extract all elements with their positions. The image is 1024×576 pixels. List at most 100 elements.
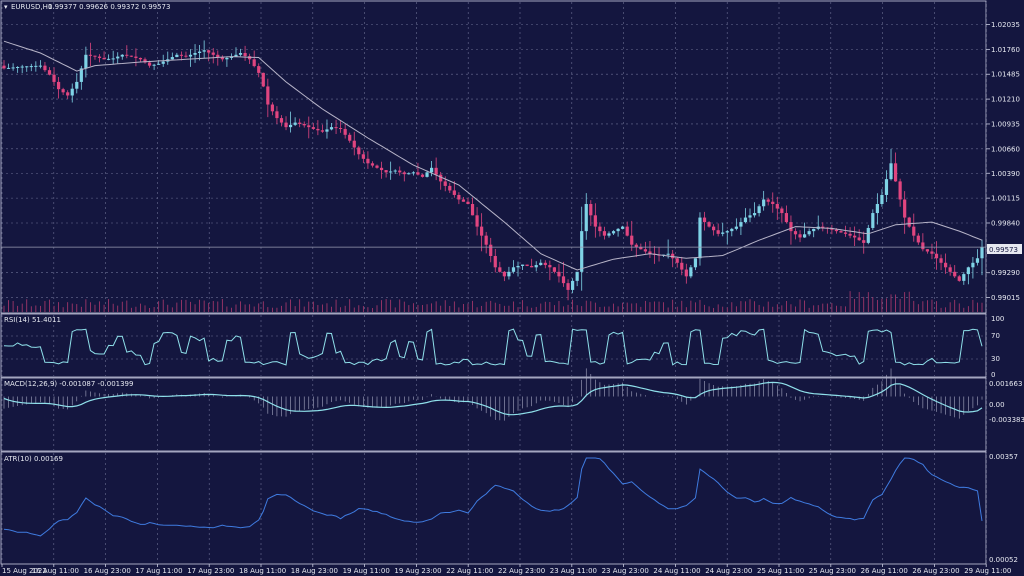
candle-body <box>34 65 38 67</box>
candle-body <box>871 213 875 228</box>
macd-tick-min: -0.003383 <box>989 416 1024 424</box>
candle-body <box>480 226 484 236</box>
candle-body <box>953 271 957 277</box>
candle-body <box>630 235 634 245</box>
candle-body <box>25 66 29 68</box>
macd-signal-line <box>3 381 983 416</box>
candle-body <box>302 123 306 126</box>
candle-body <box>775 204 779 209</box>
candle-body <box>339 128 343 130</box>
candle-body <box>329 127 334 130</box>
time-tick-label: 18 Aug 23:00 <box>291 567 338 575</box>
candle-body <box>420 174 425 177</box>
candle-body <box>70 88 74 96</box>
candle-body <box>843 232 848 234</box>
candle-body <box>434 167 438 175</box>
candle-body <box>261 72 265 87</box>
time-tick-label: 22 Aug 23:00 <box>498 567 545 575</box>
candle-body <box>866 227 870 243</box>
candle-body <box>75 81 79 89</box>
candle-body <box>884 179 889 195</box>
candle-body <box>980 247 984 259</box>
candle-body <box>416 172 420 175</box>
candle-body <box>475 215 479 227</box>
candle-body <box>966 267 970 275</box>
candle-body <box>939 258 943 263</box>
candle-body <box>944 262 948 268</box>
price-tick-label: 1.00390 <box>991 170 1020 178</box>
candle-body <box>589 204 593 216</box>
time-tick-label: 25 Aug 23:00 <box>809 567 856 575</box>
candle-body <box>739 222 743 227</box>
candle-body <box>752 213 757 216</box>
candle-body <box>925 249 930 252</box>
candle-body <box>493 256 497 268</box>
candle-body <box>202 50 206 52</box>
candle-body <box>252 59 256 67</box>
candle-body <box>320 130 325 132</box>
price-tick-label: 0.99290 <box>991 269 1020 277</box>
candle-body <box>184 55 188 57</box>
candle-body <box>138 57 143 60</box>
candle-body <box>511 267 516 272</box>
candle-body <box>102 57 106 60</box>
candle-body <box>489 244 493 257</box>
candle-body <box>875 204 879 214</box>
candle-body <box>530 265 534 268</box>
candle-body <box>334 127 338 129</box>
price-tick-label: 1.02035 <box>991 21 1020 29</box>
candle-body <box>675 258 679 263</box>
time-tick-label: 19 Aug 23:00 <box>394 567 441 575</box>
candle-body <box>502 271 506 277</box>
time-tick-label: 16 Aug 23:00 <box>84 567 131 575</box>
rsi-line <box>3 328 983 366</box>
price-tick-label: 0.99840 <box>991 219 1020 227</box>
candle-body <box>748 215 752 218</box>
candle-body <box>293 122 297 125</box>
rsi-tick-0: 0 <box>991 371 995 379</box>
current-price-box <box>987 244 1022 254</box>
candle-body <box>379 167 384 171</box>
candle-body <box>557 271 561 277</box>
candle-body <box>784 213 788 223</box>
candle-body <box>411 172 415 174</box>
candle-body <box>789 222 793 232</box>
candle-body <box>684 269 688 277</box>
symbol-arrow-icon[interactable]: ▾ <box>4 3 8 11</box>
candle-body <box>766 199 770 202</box>
candle-body <box>170 57 174 60</box>
candle-body <box>266 86 270 105</box>
rsi-tick-70: 70 <box>991 332 1000 340</box>
candle-body <box>56 81 61 90</box>
candle-body <box>188 54 193 57</box>
candle-body <box>175 54 179 58</box>
time-tick-label: 22 Aug 11:00 <box>446 567 493 575</box>
candle-body <box>643 249 647 252</box>
candle-body <box>934 253 939 259</box>
candle-body <box>47 70 52 75</box>
candle-body <box>602 231 607 236</box>
candle-body <box>903 199 907 218</box>
moving-average-line <box>3 40 983 271</box>
candle-body <box>793 231 798 235</box>
candle-body <box>543 262 547 266</box>
candle-body <box>2 65 6 69</box>
candle-body <box>116 56 120 59</box>
candle-body <box>443 181 447 186</box>
candle-body <box>207 50 211 53</box>
candle-body <box>689 267 693 277</box>
candle-body <box>498 267 502 272</box>
candle-body <box>561 276 566 284</box>
candle-body <box>930 251 934 254</box>
candle-body <box>20 66 24 68</box>
candle-body <box>16 66 20 68</box>
time-tick-label: 24 Aug 23:00 <box>705 567 752 575</box>
candle-body <box>921 242 925 250</box>
macd-tick-zero: 0.00 <box>989 401 1005 409</box>
price-tick-label: 1.00935 <box>991 120 1020 128</box>
candle-body <box>248 56 252 60</box>
candle-body <box>621 226 625 229</box>
candle-body <box>762 199 766 207</box>
candle-body <box>716 230 720 234</box>
